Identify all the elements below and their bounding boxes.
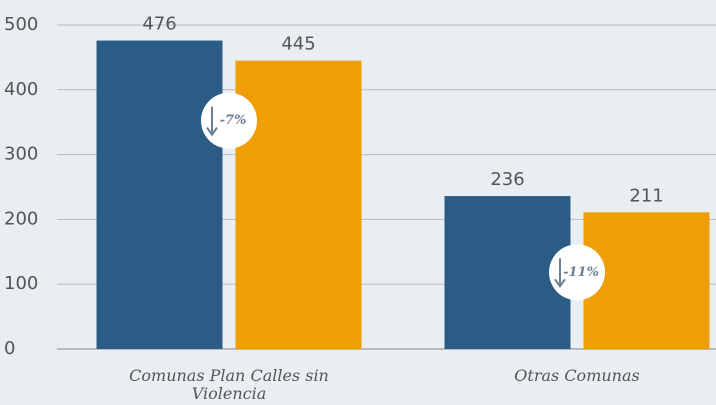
annotation: -11% xyxy=(563,265,599,280)
annotation-badge xyxy=(201,92,257,149)
x-tick-label: Otras Comunas xyxy=(514,366,640,385)
y-tick-label: 400 xyxy=(4,79,38,100)
y-tick-label: 100 xyxy=(4,273,38,294)
annotation: -7% xyxy=(220,113,247,128)
value-label: 236 xyxy=(490,169,524,190)
annotation-badge xyxy=(549,244,605,301)
arrow-head xyxy=(554,278,566,288)
y-tick-label: 300 xyxy=(4,144,38,165)
bar xyxy=(235,60,362,349)
x-tick-label: Comunas Plan Calles sin Violencia xyxy=(129,366,329,403)
bar xyxy=(96,40,223,349)
value-label: 211 xyxy=(629,185,663,206)
y-tick-label: 200 xyxy=(4,208,38,229)
value-label: 445 xyxy=(281,34,315,55)
value-label: 476 xyxy=(142,14,176,35)
arrow-head xyxy=(206,127,218,137)
bar xyxy=(583,212,710,349)
y-tick-label: 0 xyxy=(4,338,15,359)
y-tick-label: 500 xyxy=(4,14,38,35)
